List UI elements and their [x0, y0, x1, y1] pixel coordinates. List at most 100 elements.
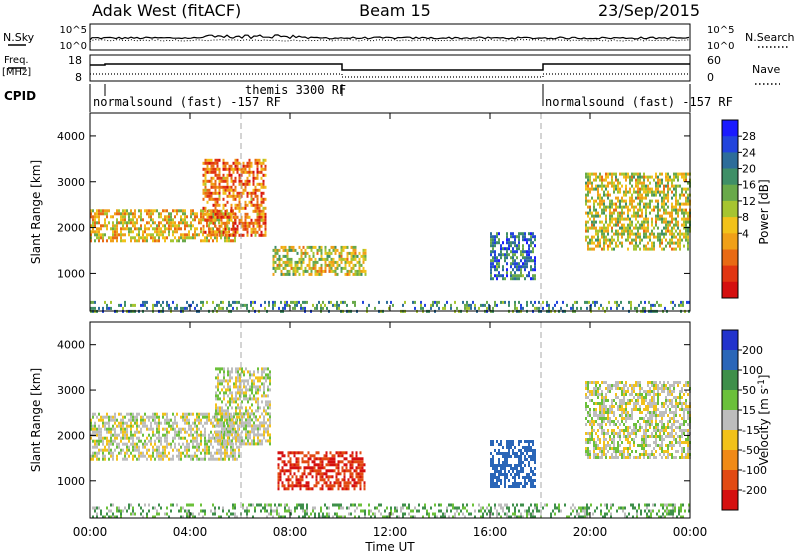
- data-cell: [102, 448, 104, 452]
- data-cell: [222, 306, 224, 310]
- data-cell: [182, 412, 184, 416]
- data-cell: [235, 397, 237, 401]
- data-cell: [402, 303, 404, 307]
- data-cell: [679, 247, 681, 251]
- data-cell: [112, 239, 114, 243]
- data-cell: [532, 268, 534, 272]
- data-cell: [231, 400, 233, 404]
- data-cell: [272, 300, 274, 304]
- data-cell: [349, 469, 352, 473]
- data-cell: [142, 424, 144, 428]
- data-cell: [322, 269, 325, 273]
- data-cell: [671, 229, 673, 233]
- data-cell: [591, 223, 593, 227]
- data-cell: [591, 432, 593, 435]
- data-cell: [164, 224, 166, 228]
- data-cell: [235, 385, 237, 389]
- data-cell: [611, 172, 613, 176]
- data-cell: [506, 253, 508, 257]
- data-cell: [180, 227, 182, 231]
- data-cell: [245, 409, 247, 413]
- data-cell: [645, 426, 647, 429]
- data-cell: [352, 300, 354, 304]
- data-cell: [508, 455, 510, 458]
- data-cell: [347, 484, 350, 488]
- data-cell: [292, 300, 294, 304]
- data-cell: [94, 239, 96, 243]
- data-cell: [146, 300, 148, 304]
- data-cell: [290, 257, 293, 261]
- data-cell: [190, 454, 192, 458]
- data-cell: [534, 262, 536, 266]
- data-cell: [218, 457, 220, 461]
- data-cell: [687, 187, 689, 191]
- data-cell: [260, 197, 263, 201]
- data-cell: [263, 415, 265, 419]
- data-cell: [643, 420, 645, 423]
- data-cell: [605, 175, 607, 179]
- data-cell: [136, 418, 138, 422]
- data-cell: [260, 164, 263, 168]
- data-cell: [262, 197, 265, 201]
- data-cell: [629, 220, 631, 224]
- data-cell: [92, 439, 94, 443]
- data-cell: [214, 230, 217, 234]
- data-cell: [500, 473, 502, 476]
- data-cell: [208, 209, 210, 213]
- data-cell: [325, 463, 328, 467]
- data-cell: [340, 260, 343, 264]
- data-cell: [625, 229, 627, 233]
- data-cell: [584, 300, 586, 304]
- data-cell: [510, 473, 512, 476]
- data-cell: [316, 303, 318, 307]
- data-cell: [245, 436, 247, 440]
- data-cell: [361, 469, 364, 473]
- data-cell: [130, 421, 132, 425]
- data-cell: [214, 236, 216, 240]
- data-cell: [520, 452, 522, 455]
- data-cell: [492, 277, 494, 281]
- data-cell: [633, 172, 635, 176]
- data-cell: [490, 277, 492, 281]
- data-cell: [264, 164, 267, 168]
- data-cell: [312, 260, 315, 264]
- data-cell: [283, 469, 286, 473]
- data-cell: [331, 487, 334, 491]
- data-cell: [659, 172, 661, 176]
- data-cell: [288, 257, 291, 261]
- data-cell: [260, 182, 263, 186]
- data-cell: [262, 179, 265, 183]
- data-cell: [134, 224, 136, 228]
- data-cell: [116, 227, 118, 231]
- data-cell: [249, 397, 251, 401]
- data-cell: [202, 412, 204, 416]
- data-cell: [196, 427, 198, 431]
- data-cell: [597, 187, 599, 191]
- data-cell: [619, 438, 621, 441]
- data-cell: [164, 418, 166, 422]
- data-cell: [108, 421, 110, 425]
- data-cell: [247, 430, 249, 434]
- data-cell: [593, 453, 595, 456]
- data-cell: [589, 381, 591, 384]
- data-cell: [225, 403, 227, 407]
- data-cell: [234, 300, 236, 304]
- data-cell: [530, 277, 532, 281]
- data-cell: [627, 226, 629, 230]
- data-cell: [122, 306, 124, 310]
- data-cell: [333, 484, 336, 488]
- data-cell: [643, 223, 645, 227]
- data-cell: [619, 205, 621, 209]
- data-cell: [677, 238, 679, 242]
- data-cell: [156, 451, 158, 455]
- data-cell: [623, 193, 625, 197]
- data-cell: [264, 227, 267, 231]
- data-cell: [607, 244, 609, 248]
- data-cell: [601, 232, 603, 236]
- data-cell: [512, 256, 514, 260]
- data-cell: [295, 475, 298, 479]
- data-cell: [623, 435, 625, 438]
- data-cell: [687, 247, 689, 251]
- data-cell: [528, 464, 530, 467]
- data-cell: [355, 466, 358, 470]
